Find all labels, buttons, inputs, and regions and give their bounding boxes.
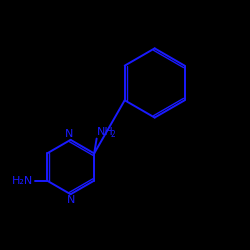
Text: N: N [65,128,74,138]
Text: H₂N: H₂N [12,176,34,186]
Text: 2: 2 [111,130,116,139]
Text: N: N [66,196,75,205]
Text: NH: NH [97,126,114,136]
